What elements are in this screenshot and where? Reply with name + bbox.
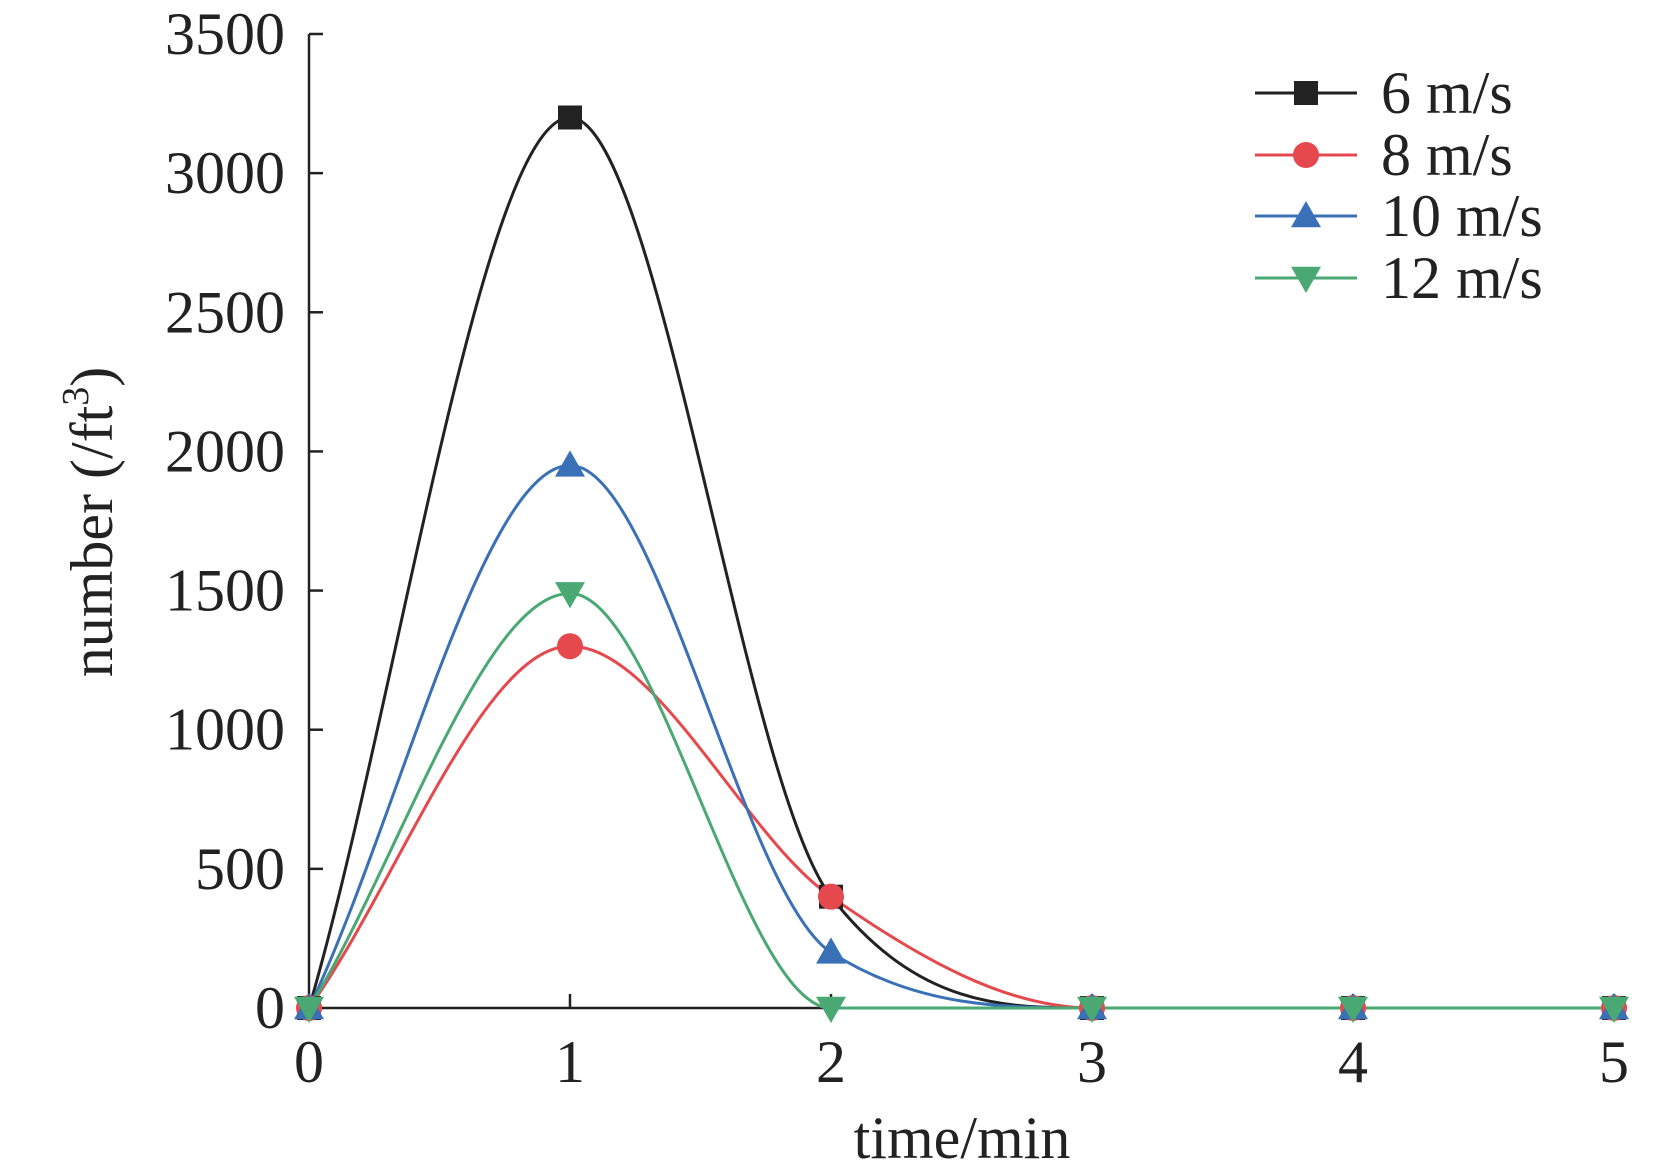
y-tick-label: 2500 [165, 279, 285, 345]
x-tick-label: 2 [816, 1029, 846, 1095]
data-point-10-m-s [555, 450, 585, 477]
x-tick-label: 0 [294, 1029, 324, 1095]
y-axis-title-suffix: ) [59, 367, 125, 387]
y-tick-label: 2000 [165, 418, 285, 484]
legend-marker-12-m-s [1291, 266, 1321, 293]
legend-label-6-m-s: 6 m/s [1381, 60, 1513, 126]
data-point-8-m-s [557, 633, 583, 660]
data-point-12-m-s [1077, 996, 1107, 1023]
x-axis-title: time/min [854, 1105, 1071, 1171]
y-ticks: 0 500 1000 1500 2000 2500 3000 3500 [165, 1, 323, 1041]
legend-label-8-m-s: 8 m/s [1381, 122, 1513, 188]
y-tick-label: 3500 [165, 1, 285, 67]
y-tick-label: 1500 [165, 558, 285, 624]
legend-marker-6-m-s [1294, 81, 1318, 105]
data-point-12-m-s [1599, 996, 1629, 1023]
x-tick-label: 4 [1338, 1029, 1368, 1095]
y-tick-label: 500 [195, 836, 285, 902]
data-point-12-m-s [816, 996, 846, 1023]
legend-label-10-m-s: 10 m/s [1381, 183, 1543, 249]
y-tick-label: 3000 [165, 140, 285, 206]
x-tick-label: 1 [555, 1029, 585, 1095]
data-point-12-m-s [555, 582, 585, 609]
series-line-8-m-s [307, 644, 1614, 1010]
data-point-12-m-s [294, 996, 324, 1023]
legend-marker-10-m-s [1291, 201, 1321, 228]
legend: 6 m/s8 m/s10 m/s12 m/s [1255, 60, 1543, 311]
legend-label-12-m-s: 12 m/s [1381, 245, 1543, 311]
y-tick-label: 0 [255, 975, 285, 1041]
data-point-6-m-s [558, 105, 582, 130]
y-axis-title-superscript: 3 [55, 387, 97, 406]
y-axis-title: number (/ft3) [55, 367, 125, 678]
x-tick-label: 5 [1599, 1029, 1629, 1095]
y-axis-title-main: number (/ft [59, 405, 125, 677]
data-point-10-m-s [816, 937, 846, 964]
x-tick-label: 3 [1077, 1029, 1107, 1095]
series-line-12-m-s [307, 591, 1614, 1010]
legend-marker-8-m-s [1293, 142, 1319, 168]
data-point-8-m-s [818, 883, 844, 910]
markers-layer [294, 105, 1629, 1023]
data-point-12-m-s [1338, 996, 1368, 1023]
series-line-10-m-s [307, 463, 1614, 1010]
y-tick-label: 1000 [165, 697, 285, 763]
